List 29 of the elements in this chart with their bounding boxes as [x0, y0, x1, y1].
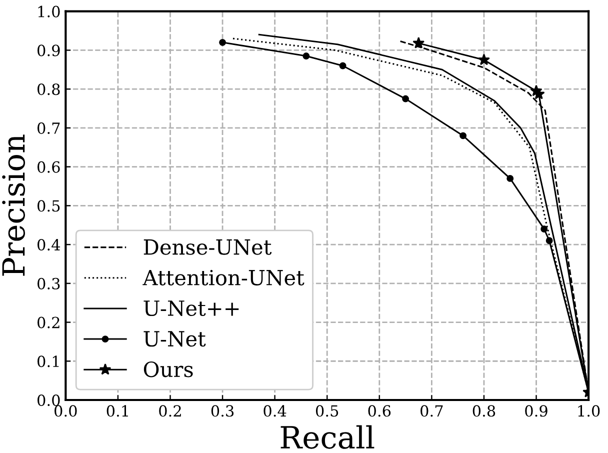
y-tick-label: 0.7	[38, 122, 60, 134]
x-tick-label: 0.1	[106, 405, 128, 417]
x-tick-label: 0.3	[211, 405, 234, 417]
legend-label: Dense-UNet	[144, 239, 272, 255]
y-tick-label: 0.8	[38, 84, 60, 96]
y-tick-label: 0.2	[38, 316, 60, 328]
x-tick-label: 0.6	[368, 405, 391, 417]
y-tick-label: 0.5	[38, 200, 60, 212]
y-tick-label: 0.3	[38, 278, 60, 290]
x-tick-label: 0.5	[316, 405, 338, 417]
x-tick-label: 0.2	[159, 405, 181, 417]
legend-label: Ours	[144, 361, 193, 378]
y-tick-label: 0.0	[38, 394, 60, 406]
x-tick-label: 0.8	[472, 405, 496, 417]
x-tick-label: 0.7	[420, 405, 443, 417]
legend-label: Attention-UNet	[142, 270, 304, 286]
y-tick-label: 0.1	[38, 356, 59, 368]
y-tick-label: 0.9	[38, 44, 60, 56]
x-tick-label: 1.0	[578, 405, 600, 417]
x-tick-label: 0.4	[264, 405, 286, 417]
x-axis-title: Recall	[280, 425, 374, 449]
y-tick-label: 1.0	[38, 6, 60, 18]
legend-label: U-Net	[144, 331, 206, 347]
x-tick-label: 0.9	[525, 405, 548, 417]
legend-label: U-Net++	[144, 300, 239, 316]
y-tick-label: 0.4	[38, 238, 60, 251]
x-tick-label: 0.0	[54, 405, 77, 417]
y-axis-title: Precision	[2, 134, 26, 276]
y-tick-label: 0.6	[38, 161, 60, 173]
